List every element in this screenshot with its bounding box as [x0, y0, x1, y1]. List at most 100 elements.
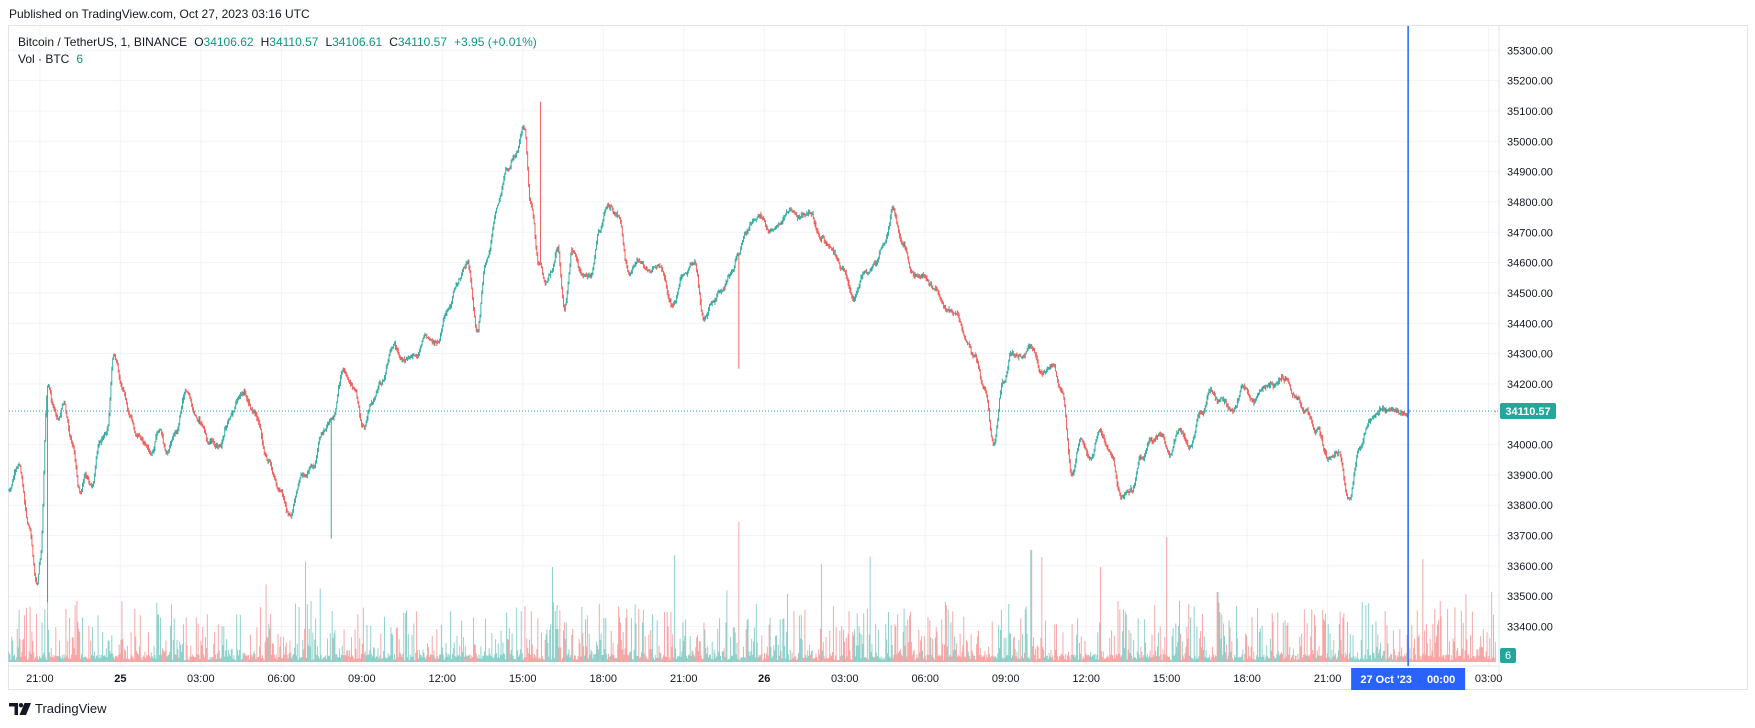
volume-bar — [139, 615, 141, 662]
volume-bar — [258, 656, 260, 662]
volume-bar — [770, 646, 772, 662]
candle-layer — [8, 101, 1496, 603]
volume-bar — [781, 658, 783, 662]
volume-bar — [80, 658, 82, 662]
volume-bar — [1337, 650, 1339, 662]
volume-bar — [1448, 654, 1449, 662]
time-tick-label: 09:00 — [992, 673, 1020, 685]
volume-bar — [1033, 655, 1035, 662]
volume-bar — [822, 642, 824, 662]
volume-bar — [830, 654, 832, 662]
volume-bar — [1019, 658, 1021, 662]
volume-bar — [1194, 655, 1196, 662]
volume-bar — [486, 656, 488, 662]
volume-bar — [1208, 657, 1210, 662]
volume-bar — [847, 633, 849, 662]
volume-bar — [594, 654, 596, 662]
volume-bar — [484, 618, 486, 662]
volume-bar — [585, 619, 587, 662]
volume-bar — [420, 655, 422, 662]
volume-bar — [1479, 647, 1481, 662]
volume-bar — [837, 659, 839, 662]
volume-bar — [724, 656, 726, 662]
crosshair-date-label: 27 Oct '23 — [1360, 674, 1412, 686]
volume-bar — [470, 658, 472, 662]
volume-bar — [145, 658, 147, 662]
volume-bar — [36, 656, 38, 662]
volume-bar — [148, 632, 150, 662]
volume-bar — [178, 657, 180, 662]
volume-bar — [279, 646, 281, 662]
volume-bar — [174, 654, 176, 662]
volume-bar — [156, 602, 158, 662]
volume-bar — [61, 654, 63, 662]
volume-bar — [1368, 603, 1370, 662]
volume-bar — [1282, 622, 1284, 662]
volume-bar — [1119, 609, 1121, 662]
volume-bar — [505, 659, 507, 662]
time-axis[interactable]: 21:00 25 03:00 06:00 09:00 12:00 15:00 18:00 21:… — [26, 668, 1502, 690]
volume-bar — [1011, 657, 1013, 662]
volume-bar — [38, 656, 40, 662]
volume-bar — [1296, 660, 1298, 662]
close-value: 34110.57 — [397, 35, 448, 49]
volume-bar — [1148, 655, 1150, 662]
volume-bar — [421, 657, 423, 662]
volume-bar — [791, 652, 793, 662]
volume-bar — [502, 642, 504, 662]
volume-label[interactable]: Vol · BTC — [18, 52, 70, 66]
volume-bar — [966, 642, 968, 662]
tradingview-footer[interactable]: TradingView — [9, 701, 107, 716]
volume-bar — [664, 656, 666, 662]
volume-bar — [1235, 606, 1237, 662]
volume-bar — [236, 614, 238, 662]
volume-bar — [1088, 654, 1090, 662]
volume-bar — [94, 658, 96, 662]
volume-bar — [1031, 550, 1033, 662]
volume-bar — [615, 658, 617, 662]
volume-bar — [665, 656, 667, 662]
volume-bar — [77, 621, 79, 662]
volume-bar — [440, 624, 442, 662]
volume-bar — [67, 641, 69, 662]
price-axis[interactable]: 35300.0035200.0035100.0035000.0034900.00… — [1500, 45, 1556, 663]
volume-bar — [666, 611, 668, 662]
volume-bar — [1040, 637, 1042, 662]
volume-bar — [1303, 609, 1305, 662]
volume-bar — [462, 637, 464, 662]
volume-bar — [129, 658, 131, 662]
volume-bar — [297, 659, 299, 662]
volume-bar — [1318, 646, 1320, 662]
volume-bar — [1181, 641, 1183, 662]
volume-bar — [1277, 612, 1279, 662]
volume-bar — [170, 604, 172, 662]
volume-bar — [314, 639, 316, 662]
last-price-tag — [1500, 403, 1556, 420]
volume-bar — [772, 655, 774, 662]
volume-bar — [662, 657, 664, 662]
volume-bar — [478, 654, 480, 662]
volume-bar — [641, 652, 643, 662]
volume-bar — [737, 658, 739, 662]
volume-bar — [24, 615, 26, 662]
volume-bar — [952, 611, 954, 662]
volume-bar — [803, 658, 805, 662]
volume-bar — [118, 644, 120, 662]
symbol-title[interactable]: Bitcoin / TetherUS, 1, BINANCE — [18, 35, 188, 49]
volume-bar — [757, 657, 759, 662]
high-label: H — [260, 35, 270, 49]
volume-bar — [563, 630, 564, 662]
volume-bar — [1379, 649, 1381, 662]
volume-bar — [1063, 655, 1065, 662]
volume-bar — [1175, 623, 1177, 662]
volume-bar — [283, 636, 284, 662]
volume-bar — [90, 640, 92, 662]
volume-bar — [1487, 659, 1489, 662]
volume-bar — [228, 653, 230, 662]
volume-bar — [785, 658, 787, 662]
volume-bar — [510, 649, 512, 662]
volume-bar — [428, 656, 430, 662]
volume-bar — [1186, 626, 1188, 662]
volume-bar — [47, 552, 49, 662]
